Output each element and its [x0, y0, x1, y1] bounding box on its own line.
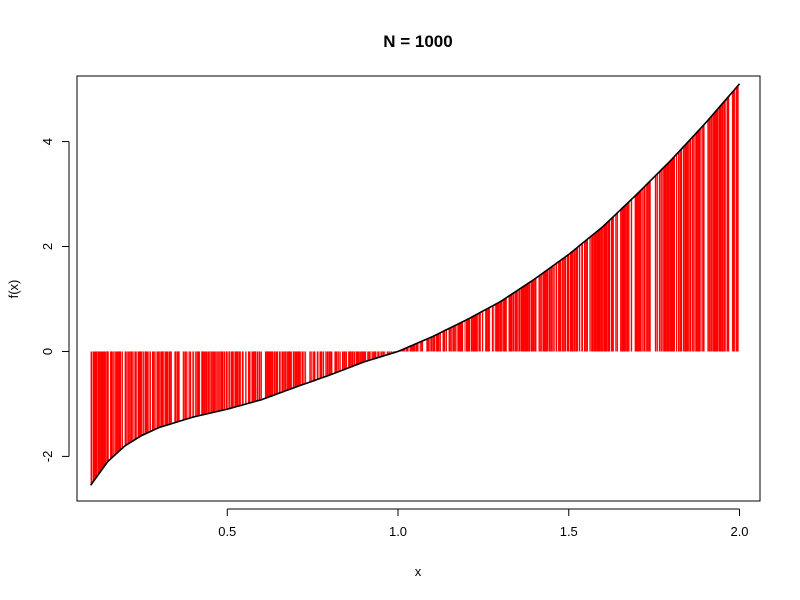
sticks-layer — [90, 85, 739, 485]
x-tick-label: 2.0 — [730, 524, 748, 539]
y-axis-label: f(x) — [6, 280, 21, 299]
plot-frame — [76, 75, 761, 502]
y-tick-label: 2 — [40, 243, 55, 250]
y-tick-label: 0 — [40, 348, 55, 355]
x-axis-label: x — [415, 564, 422, 579]
x-tick-label: 0.5 — [218, 524, 236, 539]
y-axis: -2 0 2 4 — [40, 138, 70, 463]
y-tick-label: -2 — [40, 451, 55, 463]
function-curve — [90, 83, 741, 486]
x-tick-label: 1.0 — [389, 524, 407, 539]
x-tick-label: 1.5 — [560, 524, 578, 539]
x-axis: 0.5 1.0 1.5 2.0 — [218, 508, 749, 539]
chart-title: N = 1000 — [383, 32, 452, 51]
y-tick-label: 4 — [40, 138, 55, 145]
